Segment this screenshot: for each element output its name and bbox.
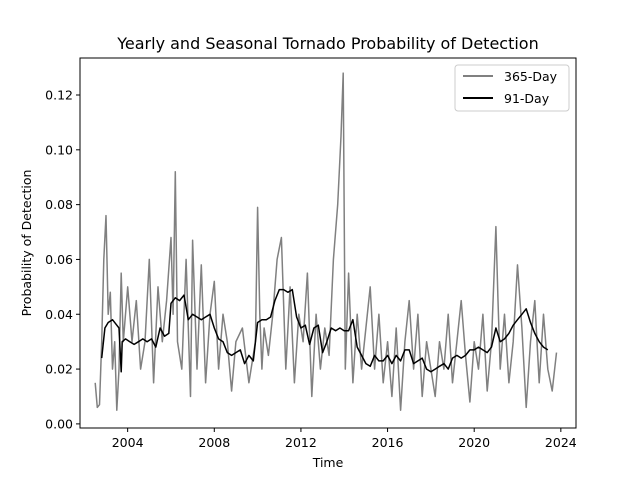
series-layer (94, 72, 558, 411)
x-axis-label: Time (312, 455, 344, 470)
legend-label-365-day: 365-Day (504, 69, 558, 84)
x-tick-label: 2016 (372, 435, 404, 450)
plot-frame (79, 57, 577, 429)
y-axis: 0.00 0.02 0.04 0.06 0.08 0.10 0.12 (45, 88, 80, 431)
x-tick-label: 2004 (112, 435, 144, 450)
x-tick-label: 2008 (198, 435, 230, 450)
chart-title: Yearly and Seasonal Tornado Probability … (116, 34, 538, 53)
legend: 365-Day 91-Day (454, 64, 570, 112)
x-tick-label: 2012 (285, 435, 317, 450)
y-tick-label: 0.06 (45, 252, 73, 267)
y-tick-label: 0.02 (45, 362, 73, 377)
y-axis-label: Probability of Detection (19, 170, 34, 317)
y-tick-label: 0.08 (45, 197, 73, 212)
series-line-365-day (94, 72, 558, 411)
y-tick-label: 0.10 (45, 142, 73, 157)
x-tick-label: 2020 (458, 435, 490, 450)
legend-label-91-day: 91-Day (504, 91, 550, 106)
series-line-91-day (100, 288, 549, 373)
x-axis: 2004 2008 2012 2016 2020 2024 (112, 428, 577, 450)
y-tick-label: 0.12 (45, 88, 73, 103)
x-tick-label: 2024 (545, 435, 577, 450)
y-tick-label: 0.00 (45, 416, 73, 431)
y-tick-label: 0.04 (45, 307, 73, 322)
